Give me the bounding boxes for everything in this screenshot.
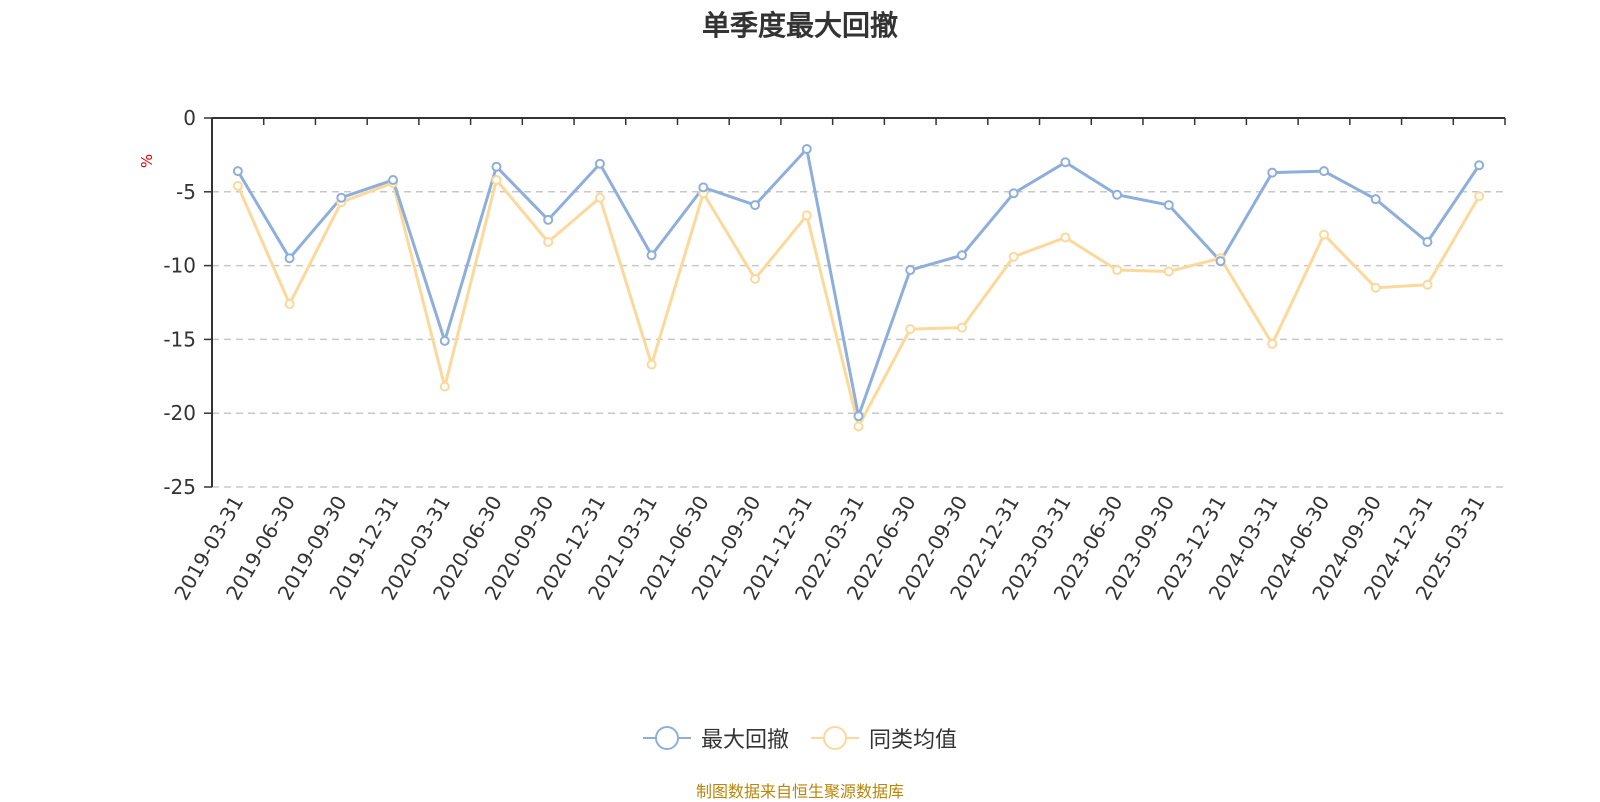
data-point-series-2 <box>750 273 761 284</box>
data-point-series-2 <box>1060 232 1071 243</box>
data-point-series-2 <box>1370 282 1381 293</box>
data-point-series-1 <box>853 411 864 422</box>
y-tick-label: 0 <box>183 106 196 130</box>
y-tick-label: -5 <box>176 180 196 204</box>
series-line-2 <box>236 178 1481 428</box>
data-point-series-2 <box>543 236 554 247</box>
legend: 最大回撤 同类均值 <box>0 722 1600 754</box>
data-point-series-2 <box>801 210 812 221</box>
legend-label-series-1: 最大回撤 <box>700 728 789 753</box>
data-point-series-2 <box>232 180 243 191</box>
data-source-note: 制图数据来自恒生聚源数据库 <box>695 782 904 801</box>
y-tick-label: -25 <box>163 475 196 499</box>
data-point-series-1 <box>543 214 554 225</box>
data-point-series-2 <box>956 322 967 333</box>
data-point-series-1 <box>1060 157 1071 168</box>
legend-label-series-2: 同类均值 <box>869 728 958 753</box>
data-point-series-2 <box>594 192 605 203</box>
data-point-series-1 <box>750 200 761 211</box>
legend-marker-series-2 <box>811 726 859 750</box>
data-point-series-2 <box>646 359 657 370</box>
data-point-series-1 <box>698 182 709 193</box>
data-point-series-2 <box>1267 338 1278 349</box>
data-point-series-1 <box>1008 188 1019 199</box>
data-point-series-2 <box>1112 265 1123 276</box>
data-point-series-1 <box>232 166 243 177</box>
data-point-series-1 <box>801 143 812 154</box>
data-point-series-2 <box>1422 279 1433 290</box>
data-point-series-1 <box>1474 160 1485 171</box>
data-point-series-2 <box>905 324 916 335</box>
series-line-1 <box>236 147 1481 418</box>
data-point-series-2 <box>1163 266 1174 277</box>
legend-item-series-2[interactable]: 同类均值 <box>811 722 957 754</box>
data-point-series-1 <box>956 250 967 261</box>
y-tick-label: -20 <box>163 401 196 425</box>
data-point-series-1 <box>1215 256 1226 267</box>
data-point-series-1 <box>905 265 916 276</box>
y-tick-label: -15 <box>163 327 196 351</box>
data-point-series-1 <box>1370 194 1381 205</box>
data-point-series-1 <box>439 335 450 346</box>
data-point-series-1 <box>388 174 399 185</box>
data-point-series-2 <box>1008 251 1019 262</box>
data-point-series-1 <box>491 161 502 172</box>
chart-title: 单季度最大回撤 <box>701 9 898 42</box>
data-point-series-1 <box>1422 236 1433 247</box>
data-point-series-1 <box>646 250 657 261</box>
data-point-series-2 <box>853 421 864 432</box>
legend-item-series-1[interactable]: 最大回撤 <box>642 722 789 754</box>
data-point-series-1 <box>1163 200 1174 211</box>
data-point-series-2 <box>284 298 295 309</box>
data-point-series-1 <box>1267 167 1278 178</box>
data-point-series-1 <box>1318 166 1329 177</box>
y-tick-label: -10 <box>163 254 196 278</box>
legend-marker-series-1 <box>642 726 691 750</box>
data-point-series-2 <box>1318 229 1329 240</box>
data-point-series-1 <box>1112 189 1123 200</box>
data-point-series-2 <box>439 381 450 392</box>
data-point-series-1 <box>284 253 295 264</box>
data-point-series-2 <box>1474 191 1485 202</box>
data-point-series-1 <box>336 192 347 203</box>
data-point-series-2 <box>491 174 502 185</box>
data-point-series-1 <box>594 158 605 169</box>
